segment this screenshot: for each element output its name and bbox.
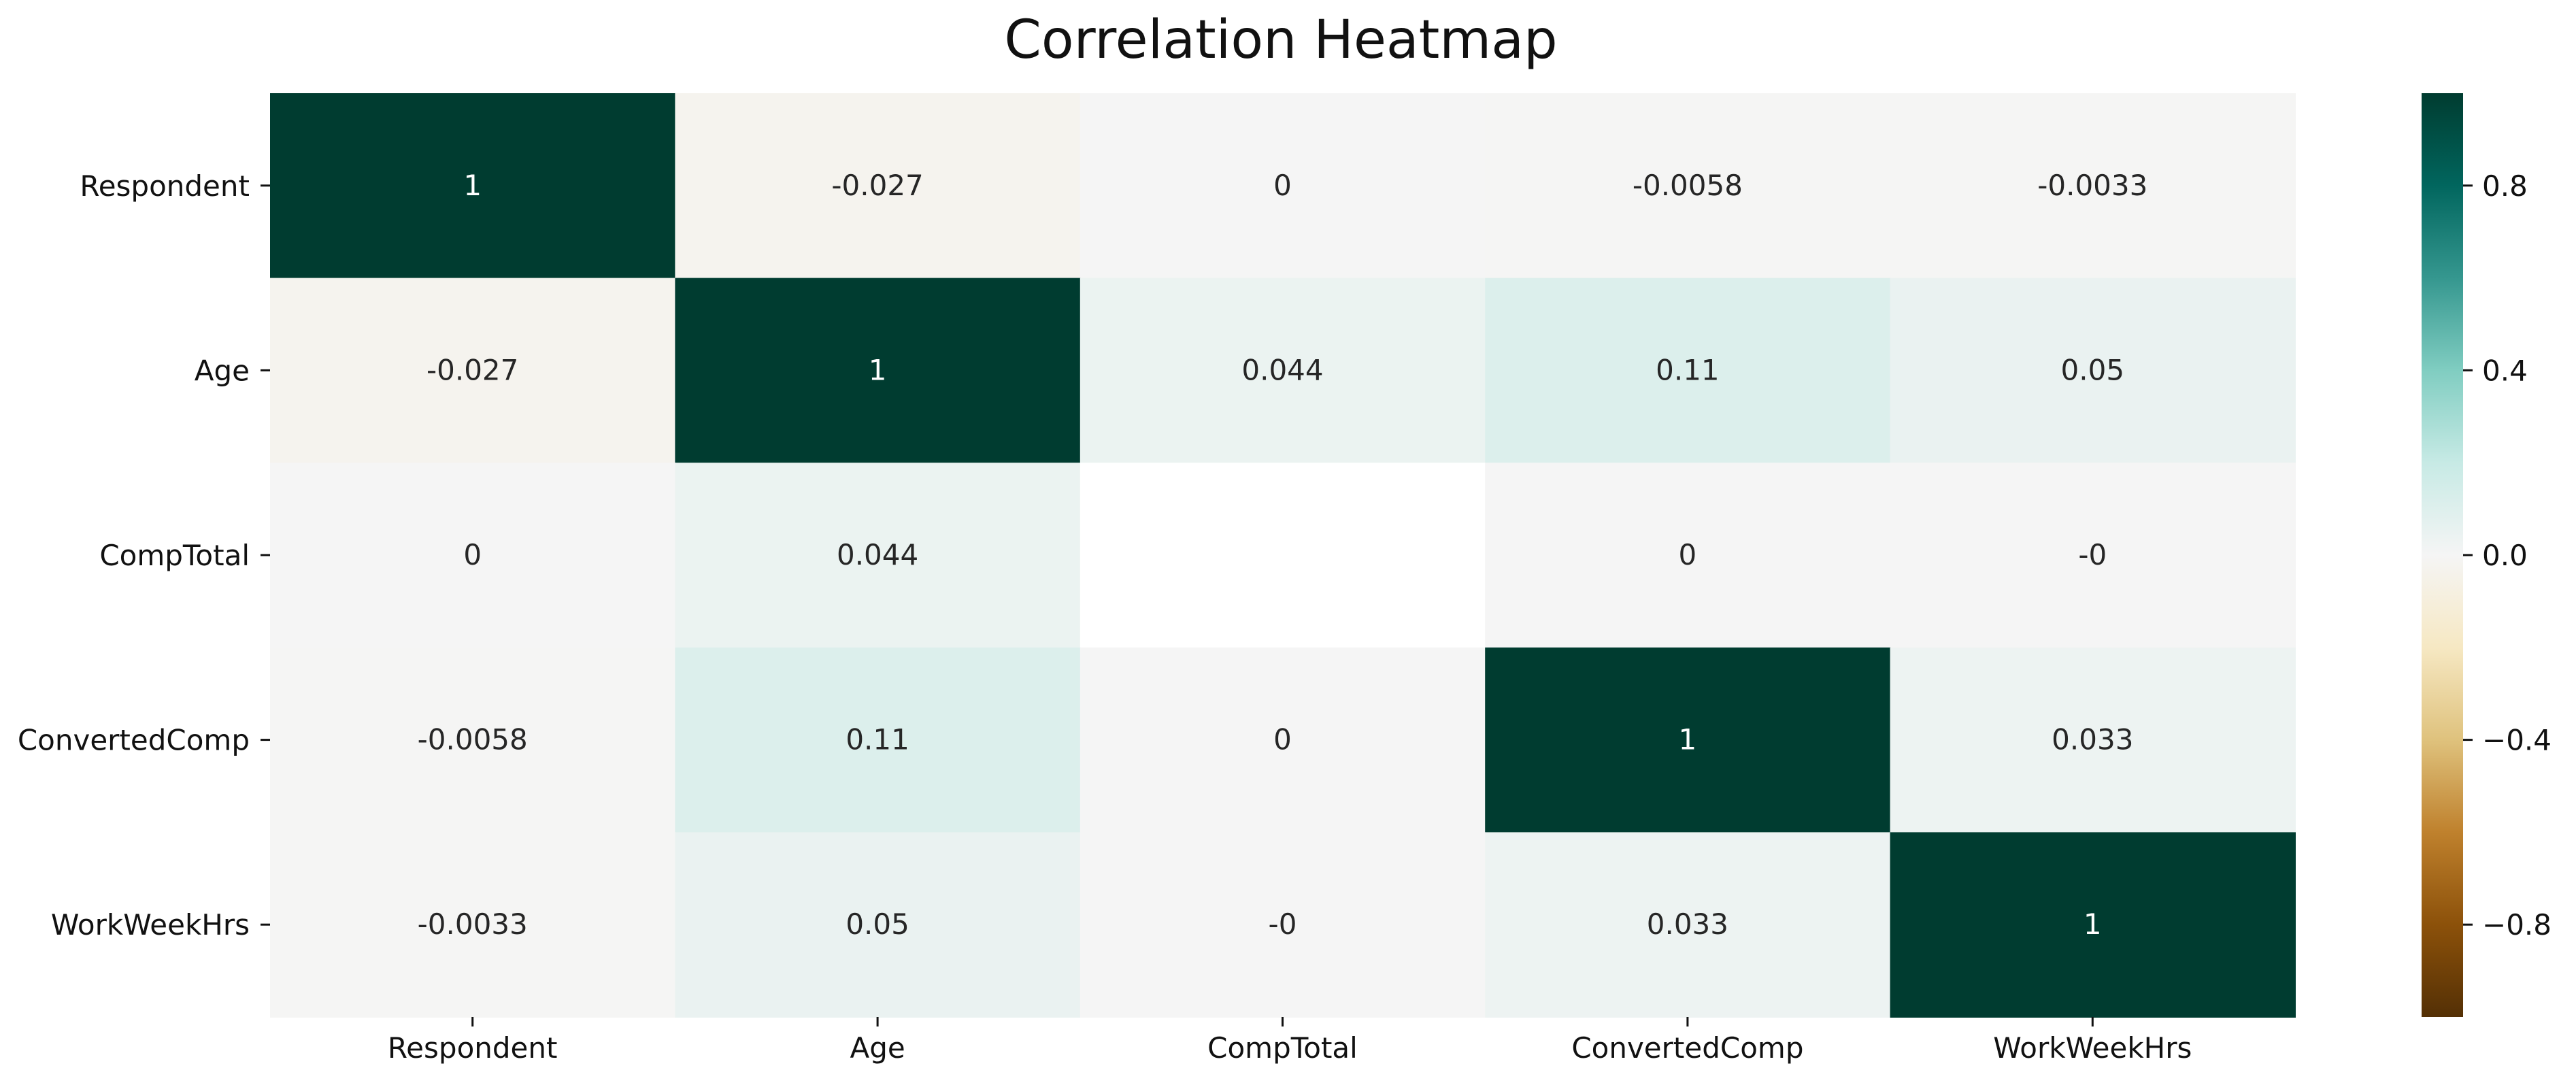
- heatmap-cells: [270, 93, 2296, 1018]
- heatmap-cell: [1080, 647, 1486, 833]
- heatmap-cell: [675, 832, 1081, 1018]
- heatmap-cell: [1080, 278, 1486, 464]
- cell-value-label: -0.027: [426, 353, 518, 386]
- heatmap-cell: [675, 278, 1081, 464]
- cell-value-label: -0.0058: [1633, 169, 1743, 202]
- cell-value-label: 1: [2084, 907, 2102, 941]
- colorbar-tick-label: 0.4: [2482, 354, 2528, 387]
- heatmap-cell: [1890, 278, 2296, 464]
- x-tick-label: CompTotal: [1207, 1031, 1358, 1065]
- heatmap-cell: [270, 278, 676, 464]
- x-tick-label: ConvertedComp: [1571, 1031, 1803, 1065]
- y-tick-label: Age: [195, 354, 250, 387]
- cell-value-label: 0: [1679, 538, 1697, 571]
- x-tick-label: WorkWeekHrs: [1993, 1031, 2192, 1065]
- cell-value-label: -0.027: [831, 169, 923, 202]
- heatmap-cell: [1890, 647, 2296, 833]
- heatmap-cell: [1485, 278, 1891, 464]
- colorbar-gradient: [2422, 93, 2463, 1017]
- colorbar-tick-label: 0.8: [2482, 169, 2528, 203]
- cell-value-label: 0: [463, 538, 482, 571]
- heatmap-cell: [1080, 832, 1486, 1018]
- heatmap-cell: [1890, 93, 2296, 279]
- heatmap-cell: [1485, 647, 1891, 833]
- heatmap-cell: [270, 832, 676, 1018]
- y-tick-label: Respondent: [80, 169, 250, 203]
- heatmap-cell-empty: [1080, 463, 1486, 648]
- heatmap-cell: [1485, 832, 1891, 1018]
- cell-value-label: -0: [2078, 538, 2107, 571]
- cell-value-label: -0.0058: [418, 723, 528, 756]
- heatmap-cell: [1485, 93, 1891, 279]
- cell-value-label: 1: [463, 169, 482, 202]
- cell-value-label: 0.033: [2052, 723, 2133, 756]
- cell-value-label: 0: [1273, 169, 1292, 202]
- heatmap-cell: [675, 93, 1081, 279]
- cell-value-label: -0: [1269, 907, 1297, 941]
- cell-value-label: -0.0033: [418, 907, 528, 941]
- heatmap-cell: [675, 647, 1081, 833]
- x-axis: Respondent Age CompTotal ConvertedComp WorkW…: [388, 1017, 2192, 1065]
- cell-value-label: 1: [1679, 723, 1697, 756]
- x-tick-label: Respondent: [388, 1031, 558, 1065]
- heatmap-cell: [270, 463, 676, 648]
- cell-value-label: 0.044: [837, 538, 918, 571]
- y-tick-label: CompTotal: [99, 539, 250, 572]
- colorbar-tick-label: −0.4: [2482, 724, 2552, 757]
- y-tick-label: WorkWeekHrs: [51, 908, 250, 941]
- cell-value-label: 1: [869, 353, 887, 386]
- y-axis: Respondent Age CompTotal ConvertedComp WorkW…: [18, 169, 270, 941]
- heatmap-cell: [270, 647, 676, 833]
- chart-title: Correlation Heatmap: [1004, 10, 1557, 71]
- cell-value-label: 0: [1273, 723, 1292, 756]
- cell-value-label: 0.11: [1656, 353, 1720, 386]
- cell-value-label: -0.0033: [2037, 169, 2147, 202]
- colorbar-tick-label: 0.0: [2482, 539, 2528, 572]
- cell-value-label: 0.033: [1647, 907, 1728, 941]
- heatmap-cell: [1485, 463, 1891, 648]
- heatmap-cell: [270, 93, 676, 279]
- cell-value-label: 0.05: [2061, 353, 2125, 386]
- heatmap-cell: [1080, 93, 1486, 279]
- cell-annotations: 1 -0.027 0 -0.0058 -0.0033 -0.027 1 0.044 0.11 0.…: [418, 169, 2148, 941]
- heatmap-cell: [1890, 832, 2296, 1018]
- colorbar-tick-label: −0.8: [2482, 908, 2552, 941]
- cell-value-label: 0.05: [846, 907, 909, 941]
- x-tick-label: Age: [850, 1031, 905, 1065]
- heatmap-cell: [1890, 463, 2296, 648]
- heatmap-cell: [675, 463, 1081, 648]
- y-tick-label: ConvertedComp: [18, 724, 250, 757]
- cell-value-label: 0.044: [1241, 353, 1323, 386]
- colorbar: 0.8 0.4 0.0 −0.4 −0.8: [2422, 93, 2552, 1017]
- cell-value-label: 0.11: [846, 723, 909, 756]
